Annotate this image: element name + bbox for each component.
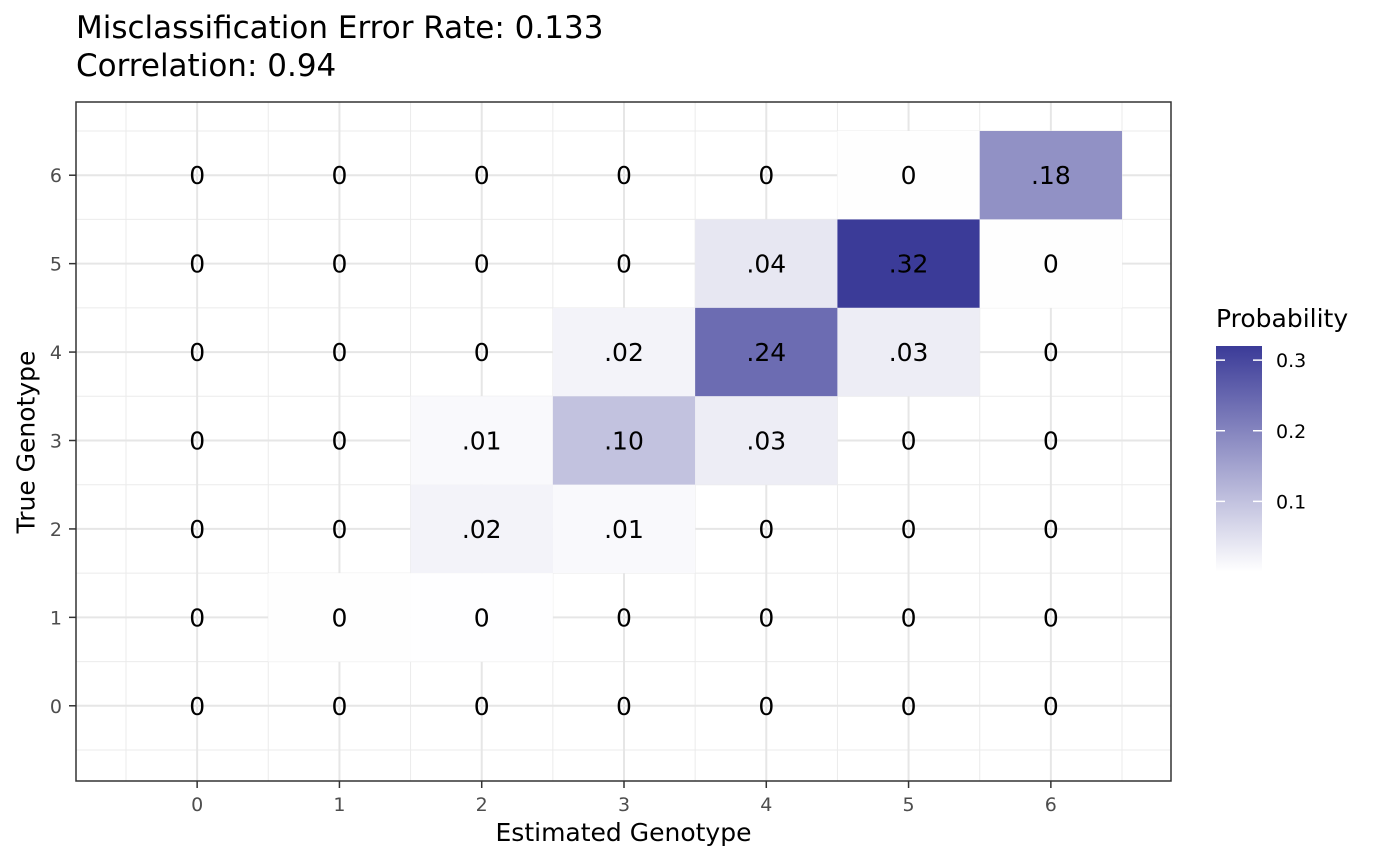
cell-label: 0	[901, 692, 917, 721]
cell-label: 0	[474, 338, 490, 367]
y-axis-label: True Genotype	[11, 350, 41, 534]
x-tick-label: 6	[1045, 794, 1057, 816]
legend-tick-label: 0.2	[1276, 421, 1306, 443]
cell-label: .03	[889, 338, 929, 367]
heatmap-cell	[552, 307, 696, 397]
cell-label: .32	[889, 250, 929, 279]
x-tick-label: 1	[333, 794, 345, 816]
cell-label: 0	[616, 161, 632, 190]
cell-label: 0	[474, 603, 490, 632]
cell-label: 0	[189, 515, 205, 544]
cell-label: 0	[474, 692, 490, 721]
cell-label: 0	[1043, 603, 1059, 632]
heatmap-cell	[552, 396, 696, 485]
cell-label: .01	[462, 427, 502, 456]
cell-label: 0	[331, 161, 347, 190]
cell-label: 0	[189, 603, 205, 632]
heatmap-cell	[410, 573, 553, 662]
x-tick-label: 5	[903, 794, 915, 816]
cell-label: 0	[758, 603, 774, 632]
cell-label: 0	[616, 250, 632, 279]
cell-label: .24	[746, 338, 786, 367]
x-tick-label: 4	[760, 794, 772, 816]
legend-title: Probability	[1216, 304, 1349, 333]
cell-label: .18	[1031, 161, 1071, 190]
cell-label: 0	[189, 692, 205, 721]
cell-label: 0	[616, 692, 632, 721]
cell-label: 0	[189, 250, 205, 279]
x-tick-label: 3	[618, 794, 630, 816]
cell-label: 0	[1043, 338, 1059, 367]
heatmap-cell	[695, 307, 838, 397]
cell-label: 0	[331, 692, 347, 721]
cell-label: 0	[758, 692, 774, 721]
y-tick-label: 5	[50, 254, 62, 276]
cell-label: .02	[462, 515, 502, 544]
cell-label: 0	[189, 338, 205, 367]
cell-label: 0	[616, 603, 632, 632]
y-tick-label: 0	[50, 696, 62, 718]
cell-label: 0	[1043, 427, 1059, 456]
y-tick-label: 6	[50, 165, 62, 187]
cell-label: 0	[331, 338, 347, 367]
heatmap-cell	[410, 396, 553, 485]
y-tick-label: 4	[50, 342, 62, 364]
heatmap-cell	[837, 307, 980, 397]
heatmap-cell	[979, 131, 1122, 220]
cell-label: 0	[474, 250, 490, 279]
y-tick-label: 1	[50, 607, 62, 629]
legend-tick-label: 0.3	[1276, 350, 1306, 372]
y-tick-label: 3	[50, 431, 62, 453]
y-tick-label: 2	[50, 519, 62, 541]
cell-label: 0	[331, 250, 347, 279]
cell-label: 0	[189, 161, 205, 190]
cell-label: .03	[746, 427, 786, 456]
heatmap-cell	[837, 131, 980, 220]
cell-label: .01	[604, 515, 644, 544]
heatmap-cell	[695, 219, 838, 308]
heatmap-cell	[552, 484, 696, 574]
cell-label: 0	[758, 515, 774, 544]
chart-title: Misclassification Error Rate: 0.133	[76, 10, 604, 46]
cell-label: .04	[746, 250, 786, 279]
cell-label: .10	[604, 427, 644, 456]
cell-label: 0	[901, 515, 917, 544]
cell-label: 0	[189, 427, 205, 456]
chart-subtitle: Correlation: 0.94	[76, 48, 337, 84]
cell-label: 0	[331, 603, 347, 632]
cell-label: 0	[474, 161, 490, 190]
heatmap-cell	[979, 219, 1122, 308]
heatmap-cell	[837, 219, 980, 308]
cell-label: 0	[901, 161, 917, 190]
cell-label: 0	[331, 427, 347, 456]
cell-label: 0	[901, 427, 917, 456]
legend-tick-label: 0.1	[1276, 491, 1306, 513]
heatmap-cell	[410, 484, 553, 574]
cell-label: 0	[1043, 250, 1059, 279]
cell-label: 0	[1043, 692, 1059, 721]
cell-label: .02	[604, 338, 644, 367]
legend-colorbar	[1216, 346, 1262, 572]
heatmap-cell	[695, 396, 838, 485]
cell-label: 0	[901, 603, 917, 632]
cell-label: 0	[758, 161, 774, 190]
x-tick-label: 0	[191, 794, 203, 816]
cell-label: 0	[331, 515, 347, 544]
cell-label: 0	[1043, 515, 1059, 544]
heatmap-cell	[268, 573, 411, 662]
x-axis-label: Estimated Genotype	[495, 818, 752, 847]
x-tick-label: 2	[476, 794, 488, 816]
